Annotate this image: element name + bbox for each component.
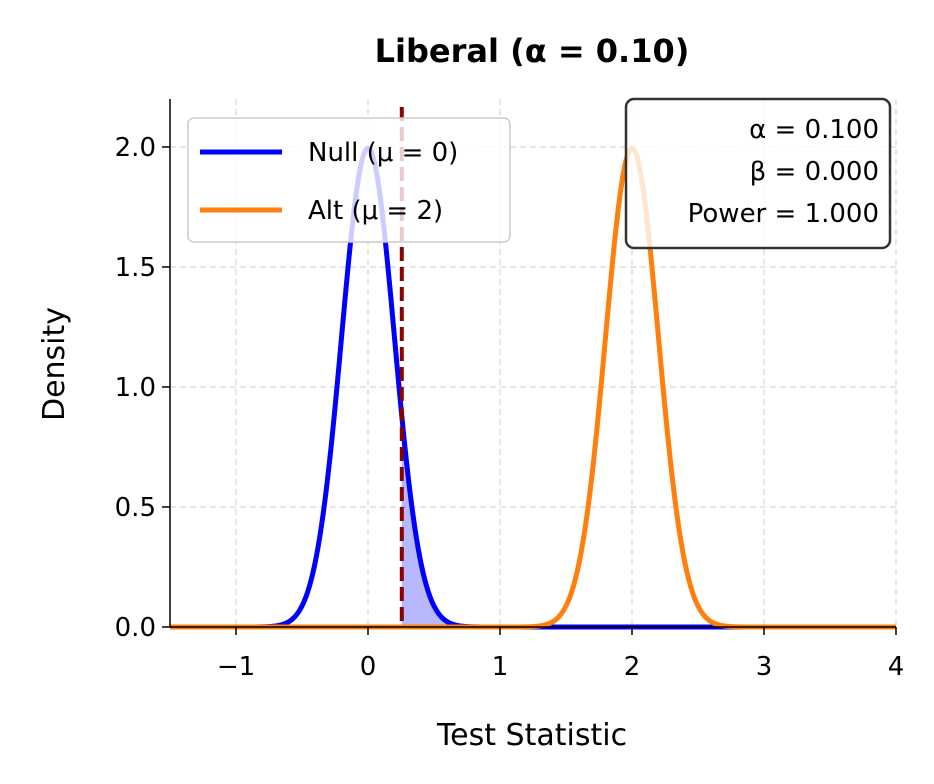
- alpha-region-fill: [401, 415, 896, 627]
- y-tick-label: 0.0: [115, 613, 156, 643]
- fills: [401, 415, 896, 627]
- y-tick-label: 1.5: [115, 253, 156, 283]
- x-tick-label: 2: [624, 652, 641, 682]
- x-tick-label: 4: [888, 652, 905, 682]
- annotation-line: Power = 1.000: [688, 199, 879, 229]
- x-axis-label: Test Statistic: [436, 718, 627, 753]
- stats-annotation: α = 0.100 β = 0.000 Power = 1.000: [624, 97, 892, 250]
- y-tick-label: 2.0: [115, 133, 156, 163]
- annotation-line: α = 0.100: [749, 115, 879, 145]
- annotation-line: β = 0.000: [750, 157, 879, 187]
- x-tick-label: −1: [217, 652, 255, 682]
- chart-title: Liberal (α = 0.10): [375, 32, 690, 70]
- legend-label: Null (μ = 0): [308, 138, 458, 168]
- x-tick-label: 1: [492, 652, 509, 682]
- y-tick-label: 1.0: [115, 373, 156, 403]
- x-tick-label: 0: [360, 652, 377, 682]
- y-tick-label: 0.5: [115, 493, 156, 523]
- legend: Null (μ = 0) Alt (μ = 2): [187, 117, 511, 243]
- x-tick-label: 3: [756, 652, 773, 682]
- annotation-box: [624, 97, 892, 250]
- legend-label: Alt (μ = 2): [308, 196, 443, 226]
- y-axis-label: Density: [37, 307, 72, 421]
- axes: −1 0 1 2 3 4 0.0 0.5 1.0 1.5 2.0: [115, 99, 905, 682]
